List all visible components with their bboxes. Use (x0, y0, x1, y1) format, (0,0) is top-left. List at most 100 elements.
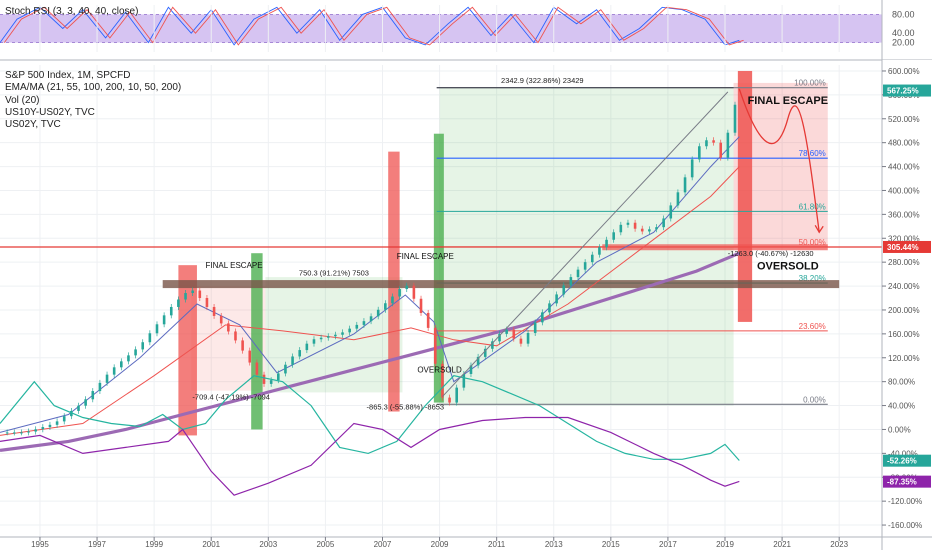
candle-body (291, 356, 294, 364)
candle-body (562, 285, 565, 294)
candle-body (84, 399, 87, 405)
candle-body (398, 289, 401, 296)
y-tick-label: 440.00% (888, 163, 920, 172)
candle-body (413, 286, 416, 299)
y-tick-label: 200.00% (888, 306, 920, 315)
x-tick-label: 2001 (202, 540, 220, 549)
candle-body (648, 229, 651, 231)
price-tag-label: -87.35% (887, 478, 917, 487)
candle-body (220, 316, 223, 323)
candle-body (598, 247, 601, 254)
candle-body (577, 270, 580, 277)
annotation-label: OVERSOLD (757, 260, 819, 272)
candle-body (463, 374, 466, 388)
candle-body (727, 133, 730, 158)
candle-body (163, 315, 166, 324)
candle-body (49, 425, 52, 427)
candle-body (120, 361, 123, 367)
candle-body (177, 300, 180, 307)
candle-body (627, 223, 630, 225)
x-tick-label: 1999 (145, 540, 163, 549)
fib-label: 23.60% (799, 322, 826, 331)
candle-body (113, 367, 116, 374)
candle-body (612, 232, 615, 239)
x-tick-label: 2019 (716, 540, 734, 549)
candle-body (705, 140, 708, 146)
candle-body (13, 432, 16, 433)
candle-body (355, 325, 358, 329)
candle-body (199, 291, 202, 298)
annotation-label: FINAL ESCAPE (397, 252, 454, 261)
candle-body (548, 303, 551, 312)
candle-body (405, 286, 408, 289)
candle-body (641, 229, 644, 232)
y-tick-label: 240.00% (888, 282, 920, 291)
candle-body (206, 298, 209, 307)
candle-body (734, 105, 737, 133)
y-tick-label: 120.00% (888, 354, 920, 363)
candle-body (99, 383, 102, 391)
candle-body (662, 218, 665, 227)
measure-label: 2342.9 (322.86%) 23429 (501, 76, 584, 85)
y-tick-label: 280.00% (888, 258, 920, 267)
candle-body (234, 331, 237, 340)
y-tick-label: 40.00% (888, 402, 915, 411)
candle-body (455, 388, 458, 403)
candle-body (241, 340, 244, 350)
candle-body (170, 307, 173, 315)
fib-label: 0.00% (803, 395, 826, 404)
candle-body (434, 328, 437, 364)
candle-body (42, 427, 45, 429)
measure-label: -1263.0 (-40.67%) -12630 (728, 249, 814, 258)
candle-body (691, 159, 694, 177)
candle-body (527, 333, 530, 344)
candle-body (127, 355, 130, 361)
fib-label: 78.60% (799, 149, 826, 158)
candle-body (34, 429, 37, 431)
chart-title: S&P 500 Index, 1M, SPCFD (5, 70, 181, 82)
rsi-tick-label: 20.00 (892, 38, 915, 48)
y-tick-label: 0.00% (888, 425, 911, 434)
chart-legend: S&P 500 Index, 1M, SPCFD EMA/MA (21, 55,… (5, 70, 181, 131)
candle-body (712, 140, 715, 142)
candle-body (156, 324, 159, 333)
resistance-zone (163, 280, 839, 288)
x-tick-label: 1995 (31, 540, 49, 549)
candle-body (320, 338, 323, 339)
candle-body (277, 373, 280, 380)
x-tick-label: 2009 (431, 540, 449, 549)
candle-body (363, 321, 366, 325)
candle-body (427, 313, 430, 328)
candle-body (591, 255, 594, 262)
candle-body (284, 365, 287, 374)
candle-body (106, 375, 109, 383)
candle-body (605, 240, 608, 247)
indicator-spread: US10Y-US02Y, TVC (5, 107, 181, 119)
candle-body (6, 432, 9, 433)
annotation-label: OVERSOLD (417, 366, 462, 375)
candle-body (370, 316, 373, 321)
candle-body (377, 310, 380, 317)
candle-body (520, 339, 523, 344)
candle-body (348, 329, 351, 333)
annotation-label: FINAL ESCAPE (748, 95, 828, 107)
candle-body (555, 294, 558, 303)
y-tick-label: -160.00% (888, 521, 922, 530)
measure-label: -865.3 (-55.88%) -8653 (367, 403, 445, 412)
rsi-tick-label: 80.00 (892, 9, 915, 19)
candle-body (684, 177, 687, 192)
y-tick-label: 400.00% (888, 186, 920, 195)
price-tag-label: 567.25% (887, 87, 919, 96)
candle-body (448, 398, 451, 403)
candle-body (306, 344, 309, 350)
y-tick-label: 480.00% (888, 139, 920, 148)
candle-body (227, 323, 230, 331)
y-tick-label: 600.00% (888, 67, 920, 76)
candle-body (134, 349, 137, 355)
price-tag-label: 305.44% (887, 243, 919, 252)
candle-body (384, 303, 387, 310)
candle-body (248, 351, 251, 363)
x-tick-label: 2011 (488, 540, 506, 549)
x-tick-label: 2003 (259, 540, 277, 549)
